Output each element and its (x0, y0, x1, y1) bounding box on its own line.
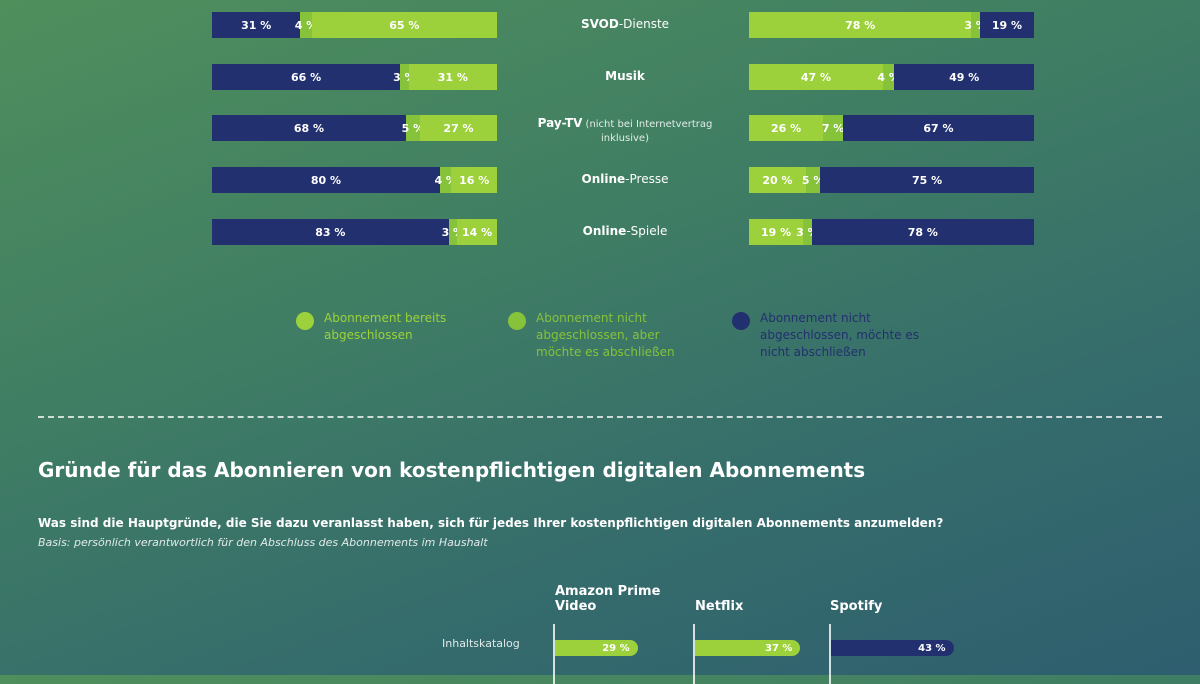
stacked-bar-left: 68 % 5 % 27 % (212, 115, 497, 141)
bar-segment: 3 % (796, 219, 819, 245)
bar-segment: 26 % (749, 115, 824, 141)
bar-segment: 7 % (822, 115, 844, 141)
survey-basis: Basis: persönlich verantwortlich für den… (38, 536, 488, 549)
bar-segment: 16 % (451, 167, 497, 193)
legend-dot-icon (508, 312, 526, 330)
bar-segment: 27 % (420, 115, 497, 141)
service-amazon: Amazon Prime Video (555, 584, 661, 614)
legend-item-nicht: Abonnement nicht abgeschlossen, möchte e… (732, 310, 930, 361)
bar-segment: 66 % (212, 64, 401, 90)
reason-bar: 37 % (695, 640, 801, 656)
stacked-bar-left: 66 % 3 % 31 % (212, 64, 497, 90)
legend-label: Abonnement nicht abgeschlossen, möchte e… (760, 311, 919, 359)
bar-segment: 67 % (843, 115, 1034, 141)
bar-segment: 49 % (894, 64, 1034, 90)
bar-segment: 47 % (749, 64, 883, 90)
category-label: Musik (605, 69, 645, 83)
axis-line (829, 624, 831, 684)
bar-segment: 5 % (402, 115, 424, 141)
bar-segment: 19 % (979, 12, 1034, 38)
section-title: Gründe für das Abonnieren von kostenpfli… (38, 458, 866, 482)
bar-segment: 83 % (212, 219, 449, 245)
legend-dot-icon (296, 312, 314, 330)
bar-segment: 65 % (311, 12, 497, 38)
dashed-divider (38, 416, 1162, 418)
category-label: Online-Spiele (582, 224, 668, 238)
stacked-bar-right: 47 % 4 % 49 % (749, 64, 1034, 90)
bar-segment: 20 % (749, 167, 806, 193)
stacked-bar-right: 20 % 5 % 75 % (749, 167, 1034, 193)
stacked-bar-left: 31 % 4 % 65 % (212, 12, 497, 38)
survey-question: Was sind die Hauptgründe, die Sie dazu v… (38, 516, 944, 530)
bar-segment: 5 % (802, 167, 824, 193)
bar-segment: 68 % (212, 115, 406, 141)
bar-segment: 75 % (820, 167, 1034, 193)
bar-segment: 19 % (749, 219, 804, 245)
category-label: Pay-TV (nicht bei Internetvertrag inklus… (537, 116, 713, 145)
bar-segment: 78 % (811, 219, 1034, 245)
service-netflix: Netflix (695, 599, 744, 614)
bar-segment: 4 % (877, 64, 900, 90)
bar-segment: 3 % (442, 219, 464, 245)
category-label: SVOD-Dienste (580, 17, 670, 31)
bar-segment: 3 % (964, 12, 987, 38)
bar-segment: 4 % (434, 167, 457, 193)
legend-dot-icon (732, 312, 750, 330)
service-spotify: Spotify (830, 599, 883, 614)
stacked-bar-right: 78 % 3 % 19 % (749, 12, 1034, 38)
stacked-bar-right: 26 % 7 % 67 % (749, 115, 1034, 141)
axis-line (553, 624, 555, 684)
bar-segment: 80 % (212, 167, 440, 193)
bar-segment: 31 % (408, 64, 497, 90)
stacked-bar-left: 83 % 3 % 14 % (212, 219, 497, 245)
legend-label: Abonnement nicht abgeschlossen, aber möc… (536, 311, 675, 359)
bar-segment: 31 % (212, 12, 301, 38)
legend-item-moechte: Abonnement nicht abgeschlossen, aber möc… (508, 310, 706, 361)
category-label: Online-Presse (581, 172, 669, 186)
legend-item-bereits: Abonnement bereits abgeschlossen (296, 310, 474, 344)
bar-segment: 4 % (295, 12, 317, 38)
bar-segment: 78 % (749, 12, 972, 38)
reason-bar: 43 % (831, 640, 954, 656)
row-label-inhaltskatalog: Inhaltskatalog (442, 637, 520, 650)
axis-line (693, 624, 695, 684)
stacked-bar-right: 19 % 3 % 78 % (749, 219, 1034, 245)
bar-segment: 3 % (393, 64, 416, 90)
legend-label: Abonnement bereits abgeschlossen (324, 311, 447, 342)
reason-bar: 29 % (555, 640, 638, 656)
bar-segment: 14 % (457, 219, 497, 245)
stacked-bar-left: 80 % 4 % 16 % (212, 167, 497, 193)
